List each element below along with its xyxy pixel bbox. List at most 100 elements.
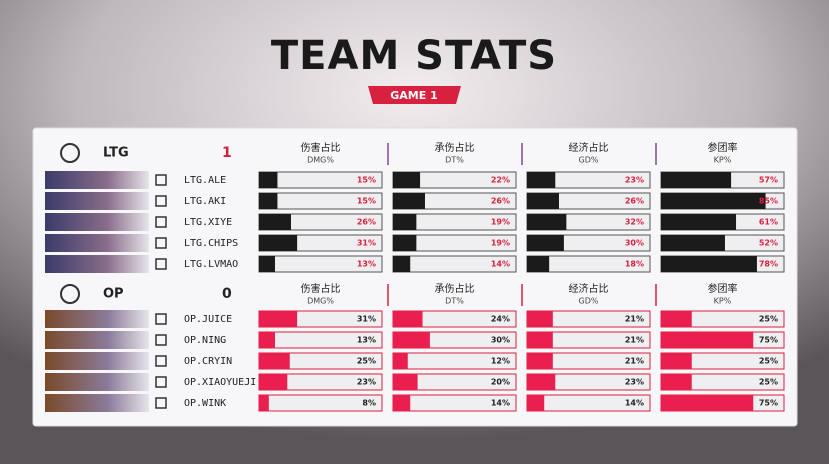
player-portrait <box>45 352 149 370</box>
column-sublabel: DMG% <box>307 297 334 306</box>
bar <box>661 332 754 348</box>
column-sublabel: KP% <box>714 297 732 306</box>
column-sublabel: DT% <box>445 297 464 306</box>
player-name: OP.CRYIN <box>184 356 232 367</box>
subtitle: GAME 1 <box>390 89 438 102</box>
value-label: 14% <box>491 260 510 269</box>
column-label: 伤害占比 <box>301 141 341 154</box>
bar <box>393 172 421 188</box>
player-portrait <box>45 234 149 252</box>
column-label: 承伤占比 <box>435 141 475 154</box>
player-name: OP.XIAOYUEJI <box>184 377 256 388</box>
value-label: 14% <box>625 399 644 408</box>
bar <box>527 353 553 369</box>
bar <box>393 235 417 251</box>
column-sublabel: GD% <box>579 156 599 165</box>
bar <box>259 235 298 251</box>
player-portrait <box>45 171 149 189</box>
title: TEAM STATS <box>271 33 557 79</box>
player-portrait <box>45 310 149 328</box>
value-label: 25% <box>357 357 376 366</box>
team-score: 1 <box>222 145 232 161</box>
value-label: 21% <box>625 315 644 324</box>
value-label: 61% <box>759 218 778 227</box>
value-label: 30% <box>625 239 644 248</box>
player-portrait <box>45 213 149 231</box>
value-label: 13% <box>357 336 376 345</box>
player-name: LTG.AKI <box>184 196 226 207</box>
player-name: LTG.ALE <box>184 175 226 186</box>
bar <box>259 332 275 348</box>
value-label: 15% <box>357 176 376 185</box>
value-label: 78% <box>759 260 778 269</box>
bar <box>393 193 425 209</box>
value-label: 22% <box>491 176 510 185</box>
player-portrait <box>45 192 149 210</box>
bar <box>259 214 291 230</box>
value-label: 25% <box>759 378 778 387</box>
role-icon <box>155 258 167 270</box>
bar <box>259 353 290 369</box>
role-icon <box>155 334 167 346</box>
value-label: 26% <box>357 218 376 227</box>
role-icon <box>155 355 167 367</box>
column-sublabel: GD% <box>579 297 599 306</box>
player-name: LTG.LVMAO <box>184 259 238 270</box>
team-name: LTG <box>103 146 129 161</box>
role-icon <box>155 397 167 409</box>
value-label: 15% <box>357 197 376 206</box>
bar <box>661 193 766 209</box>
bar <box>527 193 559 209</box>
value-label: 13% <box>357 260 376 269</box>
value-label: 30% <box>491 336 510 345</box>
bar <box>661 395 754 411</box>
role-icon <box>155 195 167 207</box>
value-label: 21% <box>625 357 644 366</box>
bar <box>527 172 556 188</box>
value-label: 32% <box>625 218 644 227</box>
value-label: 85% <box>759 197 778 206</box>
bar <box>259 395 269 411</box>
bar <box>661 311 692 327</box>
bar <box>393 311 423 327</box>
bar <box>527 374 556 390</box>
column-sublabel: DT% <box>445 156 464 165</box>
value-label: 26% <box>625 197 644 206</box>
role-icon <box>155 313 167 325</box>
player-name: OP.JUICE <box>184 314 232 325</box>
value-label: 8% <box>362 399 376 408</box>
bar <box>393 214 417 230</box>
value-label: 31% <box>357 315 376 324</box>
bar <box>259 256 275 272</box>
bar <box>661 172 732 188</box>
bar <box>393 374 418 390</box>
bar <box>527 214 567 230</box>
player-portrait <box>45 394 149 412</box>
column-label: 伤害占比 <box>301 282 341 295</box>
value-label: 25% <box>759 315 778 324</box>
subtitle-banner <box>368 86 461 104</box>
player-name: LTG.CHIPS <box>184 238 238 249</box>
player-portrait <box>45 255 149 273</box>
role-icon <box>155 376 167 388</box>
team-score: 0 <box>222 286 232 302</box>
value-label: 23% <box>625 176 644 185</box>
column-label: 经济占比 <box>569 282 609 295</box>
bar <box>259 172 278 188</box>
value-label: 25% <box>759 357 778 366</box>
value-label: 26% <box>491 197 510 206</box>
column-sublabel: DMG% <box>307 156 334 165</box>
value-label: 21% <box>625 336 644 345</box>
bar <box>393 395 411 411</box>
column-sublabel: KP% <box>714 156 732 165</box>
bar <box>259 193 278 209</box>
bar <box>661 353 692 369</box>
player-name: OP.NING <box>184 335 226 346</box>
column-label: 经济占比 <box>569 141 609 154</box>
player-portrait <box>45 373 149 391</box>
value-label: 23% <box>625 378 644 387</box>
bar <box>661 235 725 251</box>
bar <box>393 353 408 369</box>
value-label: 57% <box>759 176 778 185</box>
